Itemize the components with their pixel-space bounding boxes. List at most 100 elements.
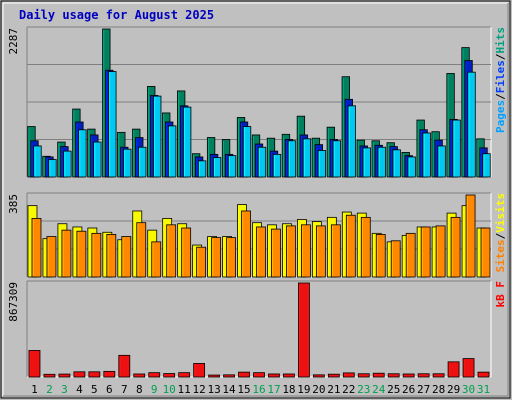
bar-kb-f bbox=[253, 372, 265, 378]
bar-pages bbox=[257, 146, 267, 178]
x-tick-label: 9 bbox=[151, 383, 158, 396]
chart-title: Daily usage for August 2025 bbox=[19, 8, 214, 22]
bar-sites bbox=[241, 210, 251, 278]
x-tick-label: 19 bbox=[297, 383, 310, 396]
bar-pages bbox=[227, 155, 237, 178]
x-tick-label: 14 bbox=[222, 383, 236, 396]
x-tick-label: 22 bbox=[342, 383, 355, 396]
bar-pages bbox=[242, 126, 252, 178]
legend: Pages/Files/Hits bbox=[494, 27, 507, 133]
bar-sites bbox=[181, 227, 192, 278]
y-max-label: 385 bbox=[7, 194, 20, 214]
bar-sites bbox=[121, 236, 132, 278]
bar-sites bbox=[345, 214, 356, 278]
bar-pages bbox=[197, 160, 207, 178]
legend-separator: / bbox=[494, 93, 507, 100]
bar-sites bbox=[480, 227, 491, 278]
bar-pages bbox=[332, 140, 341, 178]
x-tick-label: 24 bbox=[372, 383, 386, 396]
bar-sites bbox=[450, 216, 461, 278]
bar-kb-f bbox=[432, 373, 445, 378]
bar-pages bbox=[452, 119, 461, 178]
bar-kb-f bbox=[223, 374, 235, 378]
bar-pages bbox=[392, 149, 401, 178]
x-tick-label: 16 bbox=[252, 383, 265, 396]
bar-pages bbox=[317, 150, 327, 178]
bar-pages bbox=[482, 153, 491, 178]
bar-kb-f bbox=[163, 373, 176, 378]
bar-kb-f bbox=[193, 363, 206, 378]
bar-pages bbox=[183, 106, 192, 178]
bar-kb-f bbox=[103, 370, 116, 378]
bar-pages bbox=[272, 153, 282, 178]
x-tick-label: 31 bbox=[477, 383, 490, 396]
bar-kb-f bbox=[462, 358, 475, 378]
bar-kb-f bbox=[43, 373, 56, 378]
x-tick-label: 10 bbox=[163, 383, 176, 396]
x-tick-label: 7 bbox=[121, 383, 128, 396]
x-tick-label: 11 bbox=[178, 383, 191, 396]
x-tick-label: 5 bbox=[91, 383, 98, 396]
x-tick-label: 28 bbox=[432, 383, 445, 396]
bar-pages bbox=[302, 138, 312, 178]
x-tick-label: 27 bbox=[417, 383, 430, 396]
x-tick-label: 23 bbox=[357, 383, 370, 396]
bar-kb-f bbox=[148, 372, 161, 378]
x-tick-label: 3 bbox=[61, 383, 68, 396]
bar-kb-f bbox=[357, 373, 370, 378]
bar-kb-f bbox=[88, 371, 101, 378]
legend-entry: Hits bbox=[494, 27, 507, 54]
bar-kb-f bbox=[297, 282, 310, 378]
bar-kb-f bbox=[283, 373, 295, 378]
bar-pages bbox=[93, 141, 102, 178]
x-tick-label: 18 bbox=[282, 383, 295, 396]
x-tick-label: 6 bbox=[106, 383, 113, 396]
bar-sites bbox=[375, 233, 386, 278]
x-tick-label: 21 bbox=[327, 383, 340, 396]
bar-sites bbox=[136, 222, 147, 278]
bar-sites bbox=[465, 194, 476, 278]
legend: Sites/Visits bbox=[494, 193, 507, 273]
bar-pages bbox=[63, 150, 72, 178]
bar-sites bbox=[256, 226, 266, 278]
bar-kb-f bbox=[238, 371, 250, 378]
x-tick-label: 12 bbox=[193, 383, 206, 396]
bar-pages bbox=[437, 145, 446, 178]
legend-separator: / bbox=[494, 53, 507, 60]
bar-sites bbox=[360, 216, 371, 278]
bar-kb-f bbox=[133, 373, 146, 378]
bar-pages bbox=[108, 71, 117, 178]
bar-sites bbox=[405, 232, 416, 278]
bar-kb-f bbox=[268, 373, 280, 378]
x-tick-label: 15 bbox=[237, 383, 250, 396]
x-tick-label: 29 bbox=[447, 383, 460, 396]
legend-entry: Pages bbox=[494, 100, 507, 133]
bar-kb-f bbox=[58, 373, 71, 378]
bar-pages bbox=[78, 129, 87, 178]
bar-sites bbox=[31, 218, 42, 278]
bar-sites bbox=[435, 225, 446, 278]
bar-sites bbox=[390, 240, 401, 278]
x-tick-label: 8 bbox=[136, 383, 143, 396]
bar-pages bbox=[48, 159, 57, 178]
bar-kb-f bbox=[73, 371, 86, 378]
panel-2: 385 Sites/Visits bbox=[7, 192, 507, 278]
bar-sites bbox=[300, 224, 311, 278]
legend: kB F bbox=[494, 281, 507, 308]
bar-sites bbox=[330, 224, 341, 278]
bar-pages bbox=[467, 71, 476, 178]
bar-pages bbox=[377, 146, 386, 178]
x-tick-label: 17 bbox=[267, 383, 280, 396]
bar-pages bbox=[422, 132, 431, 178]
legend-entry: Files bbox=[494, 60, 507, 93]
bar-kb-f bbox=[417, 373, 430, 378]
bar-pages bbox=[347, 105, 356, 178]
bar-pages bbox=[287, 140, 297, 178]
bar-kb-f bbox=[477, 371, 490, 378]
bar-pages bbox=[138, 146, 147, 178]
x-tick-label: 2 bbox=[46, 383, 53, 396]
plot-area bbox=[27, 281, 491, 377]
